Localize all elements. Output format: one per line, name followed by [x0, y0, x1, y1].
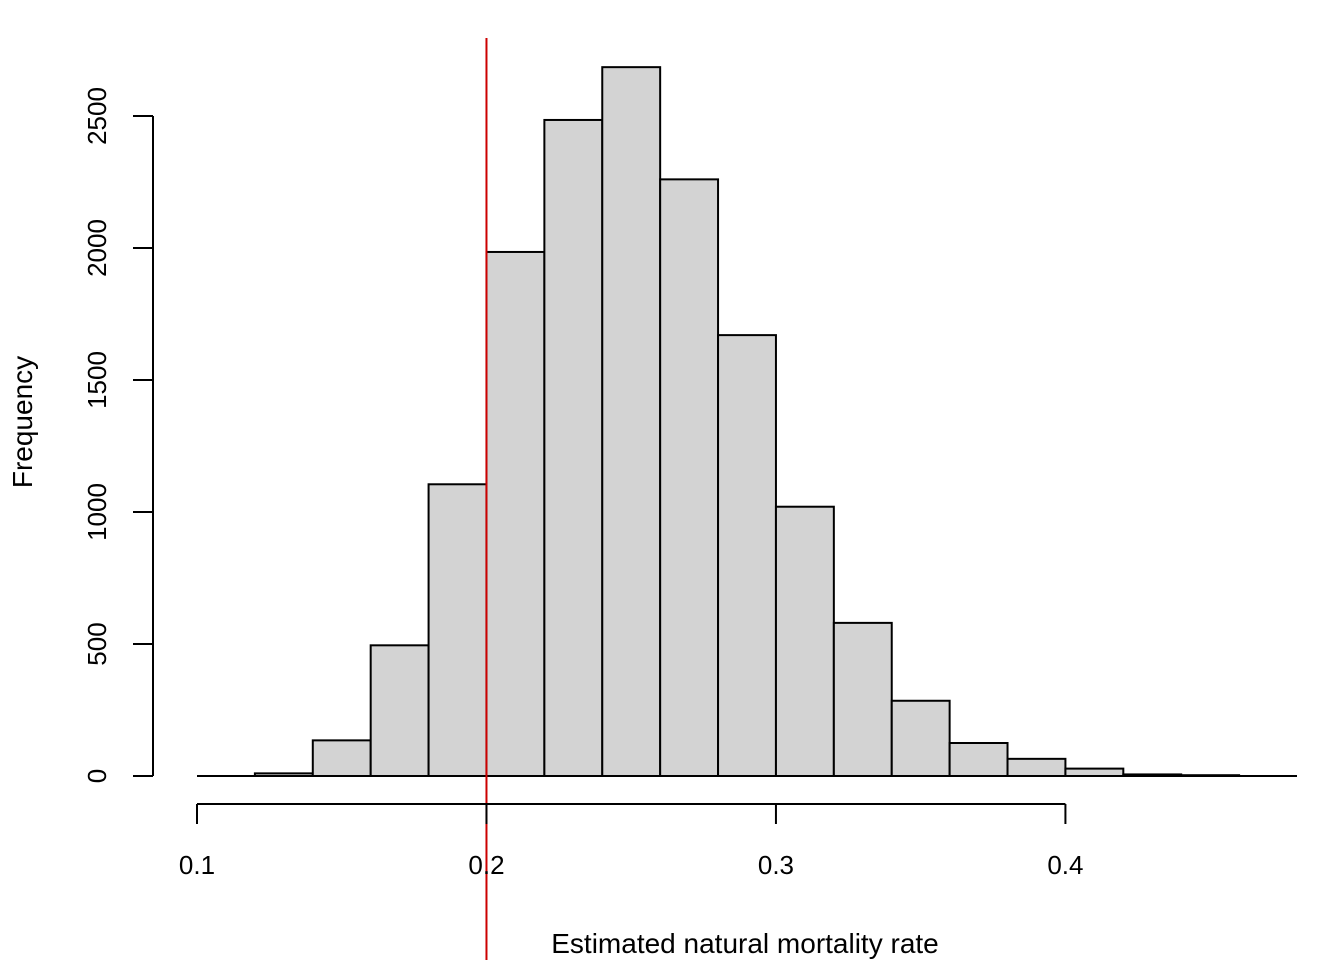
x-tick-label: 0.3	[758, 850, 794, 880]
y-tick-label: 500	[82, 622, 112, 665]
histogram-bar	[485, 250, 546, 777]
histogram-bar	[774, 505, 835, 777]
y-tick-label: 1500	[82, 351, 112, 409]
histogram-bar	[601, 66, 662, 778]
x-axis: 0.1 0.2 0.3 0.4	[179, 803, 1083, 880]
histogram-bar	[659, 178, 720, 778]
histogram-bar	[948, 742, 1009, 777]
y-tick-label: 2500	[82, 87, 112, 145]
y-tick-label: 1000	[82, 483, 112, 541]
x-tick-label: 0.2	[468, 850, 504, 880]
histogram-bar	[543, 118, 604, 777]
y-tick-label: 2000	[82, 219, 112, 277]
x-tick-label: 0.1	[179, 850, 215, 880]
histogram-bar	[427, 483, 488, 777]
y-axis-title: Frequency	[7, 356, 38, 488]
histogram-bar	[1064, 767, 1125, 777]
histogram-bar	[1006, 757, 1067, 778]
histogram-bar	[832, 621, 893, 777]
histogram-bar	[717, 334, 777, 777]
histogram-bar	[890, 699, 951, 778]
histogram-bar	[369, 644, 430, 777]
x-tick-label: 0.4	[1047, 850, 1083, 880]
y-axis: 0 500 1000 1500 2000 2500	[82, 87, 154, 783]
histogram-bars	[253, 66, 1241, 778]
y-tick-label: 0	[82, 769, 112, 783]
histogram-bar	[311, 739, 372, 777]
x-axis-title: Estimated natural mortality rate	[551, 928, 939, 959]
